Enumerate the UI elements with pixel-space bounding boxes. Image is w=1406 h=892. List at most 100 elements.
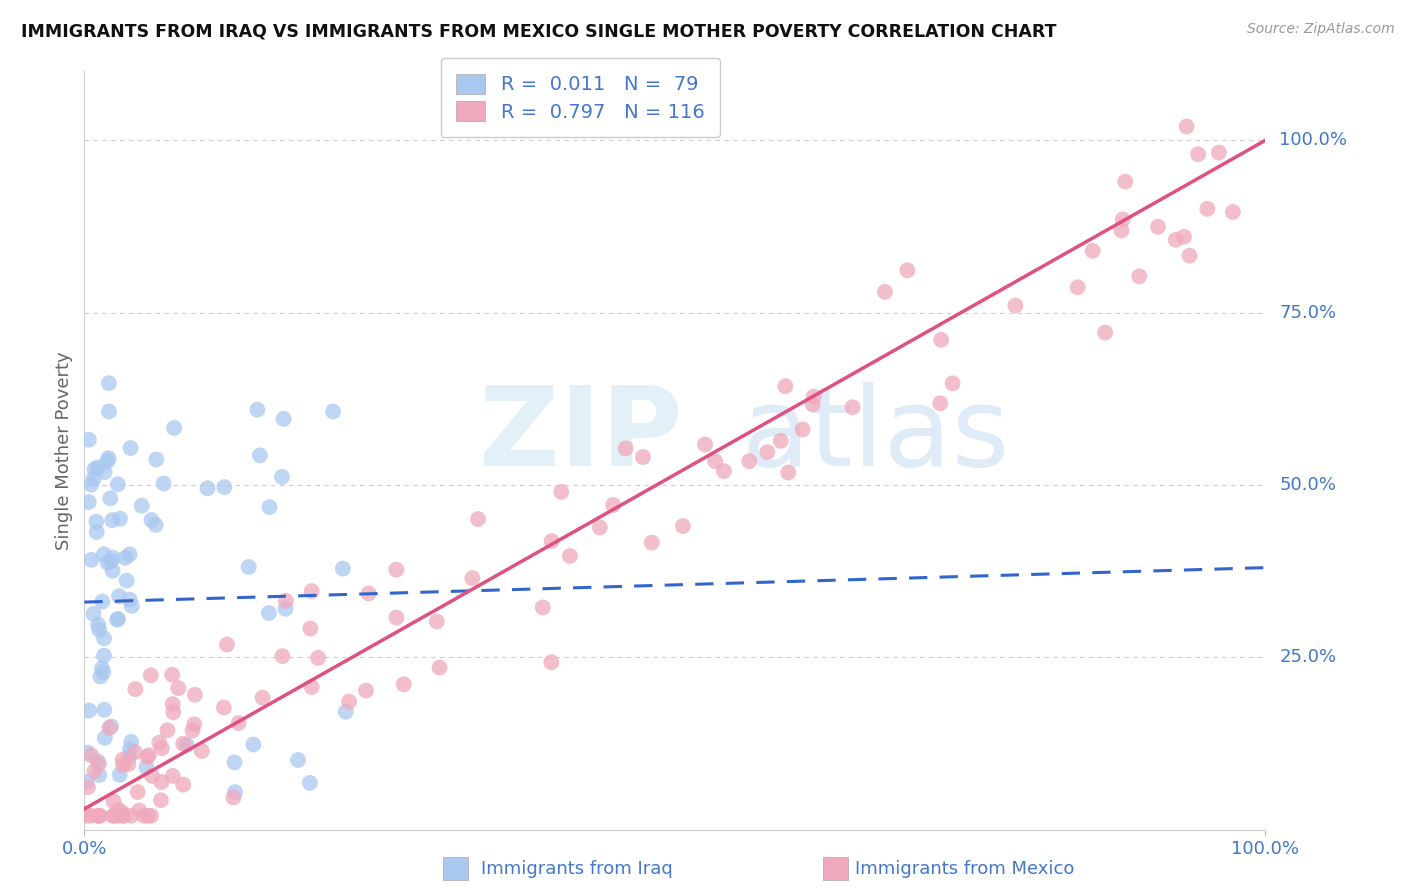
Point	[93, 632, 115, 646]
Point	[274, 594, 297, 608]
Point	[89, 670, 111, 684]
Point	[713, 464, 735, 478]
Point	[89, 809, 111, 823]
Point	[357, 586, 380, 600]
Point	[274, 601, 297, 615]
Point	[392, 677, 415, 691]
Point	[301, 584, 323, 599]
Point	[1112, 212, 1135, 227]
Point	[97, 376, 120, 391]
Point	[271, 649, 294, 664]
Text: 25.0%: 25.0%	[1279, 648, 1337, 666]
Point	[111, 758, 134, 772]
Point	[87, 757, 110, 772]
Point	[271, 470, 294, 484]
Point	[1147, 219, 1170, 234]
Point	[97, 556, 120, 570]
Point	[105, 613, 128, 627]
Point	[93, 665, 115, 680]
Point	[429, 660, 451, 674]
Point	[79, 809, 101, 823]
Point	[183, 717, 205, 731]
Point	[162, 697, 184, 711]
Point	[83, 462, 105, 476]
Point	[93, 648, 115, 663]
Point	[929, 333, 952, 347]
Point	[929, 396, 952, 410]
Point	[212, 700, 235, 714]
Point	[100, 554, 122, 568]
Point	[121, 599, 143, 613]
Point	[98, 491, 121, 506]
Point	[86, 460, 108, 475]
Point	[118, 749, 141, 764]
Point	[141, 513, 163, 527]
Point	[738, 454, 761, 468]
Point	[769, 434, 792, 448]
Point	[322, 404, 344, 418]
Point	[117, 757, 139, 772]
Point	[118, 547, 141, 561]
Text: ZIP: ZIP	[478, 382, 682, 489]
Point	[1114, 175, 1136, 189]
Point	[215, 638, 238, 652]
Point	[111, 809, 134, 823]
Point	[83, 764, 105, 779]
Point	[301, 680, 323, 694]
Point	[97, 454, 120, 468]
Text: Immigrants from Mexico: Immigrants from Mexico	[855, 860, 1074, 878]
Point	[152, 476, 174, 491]
Point	[873, 285, 896, 299]
Point	[141, 769, 163, 783]
Point	[145, 517, 167, 532]
Point	[249, 449, 271, 463]
Point	[631, 450, 654, 464]
Point	[124, 745, 146, 759]
Point	[131, 499, 153, 513]
Point	[118, 742, 141, 756]
Text: 50.0%: 50.0%	[1279, 476, 1336, 494]
Point	[98, 404, 121, 418]
Point	[103, 794, 125, 808]
Legend: R =  0.011   N =  79, R =  0.797   N = 116: R = 0.011 N = 79, R = 0.797 N = 116	[440, 58, 720, 137]
Point	[332, 561, 354, 575]
Point	[704, 454, 727, 468]
Point	[145, 452, 167, 467]
Point	[224, 785, 246, 799]
Point	[75, 809, 97, 823]
Point	[103, 809, 125, 823]
Point	[1175, 120, 1198, 134]
Point	[111, 805, 134, 820]
Point	[287, 753, 309, 767]
Point	[299, 622, 322, 636]
Point	[792, 422, 814, 436]
Point	[77, 433, 100, 447]
Point	[540, 534, 562, 549]
Point	[246, 402, 269, 417]
Point	[1128, 269, 1150, 284]
Point	[307, 650, 329, 665]
Point	[298, 776, 321, 790]
Point	[139, 809, 162, 823]
Point	[238, 560, 260, 574]
Point	[77, 704, 100, 718]
Point	[841, 401, 863, 415]
Point	[385, 610, 408, 624]
Point	[756, 445, 779, 459]
Point	[148, 736, 170, 750]
Point	[184, 688, 207, 702]
Point	[98, 721, 121, 735]
Point	[84, 515, 107, 529]
Point	[162, 769, 184, 783]
Point	[127, 785, 149, 799]
Point	[540, 655, 562, 669]
Point	[896, 263, 918, 277]
Point	[107, 803, 129, 817]
Point	[107, 612, 129, 626]
Point	[107, 809, 129, 823]
Point	[467, 512, 489, 526]
Point	[80, 553, 103, 567]
Point	[93, 703, 115, 717]
Point	[163, 421, 186, 435]
Point	[77, 780, 100, 794]
